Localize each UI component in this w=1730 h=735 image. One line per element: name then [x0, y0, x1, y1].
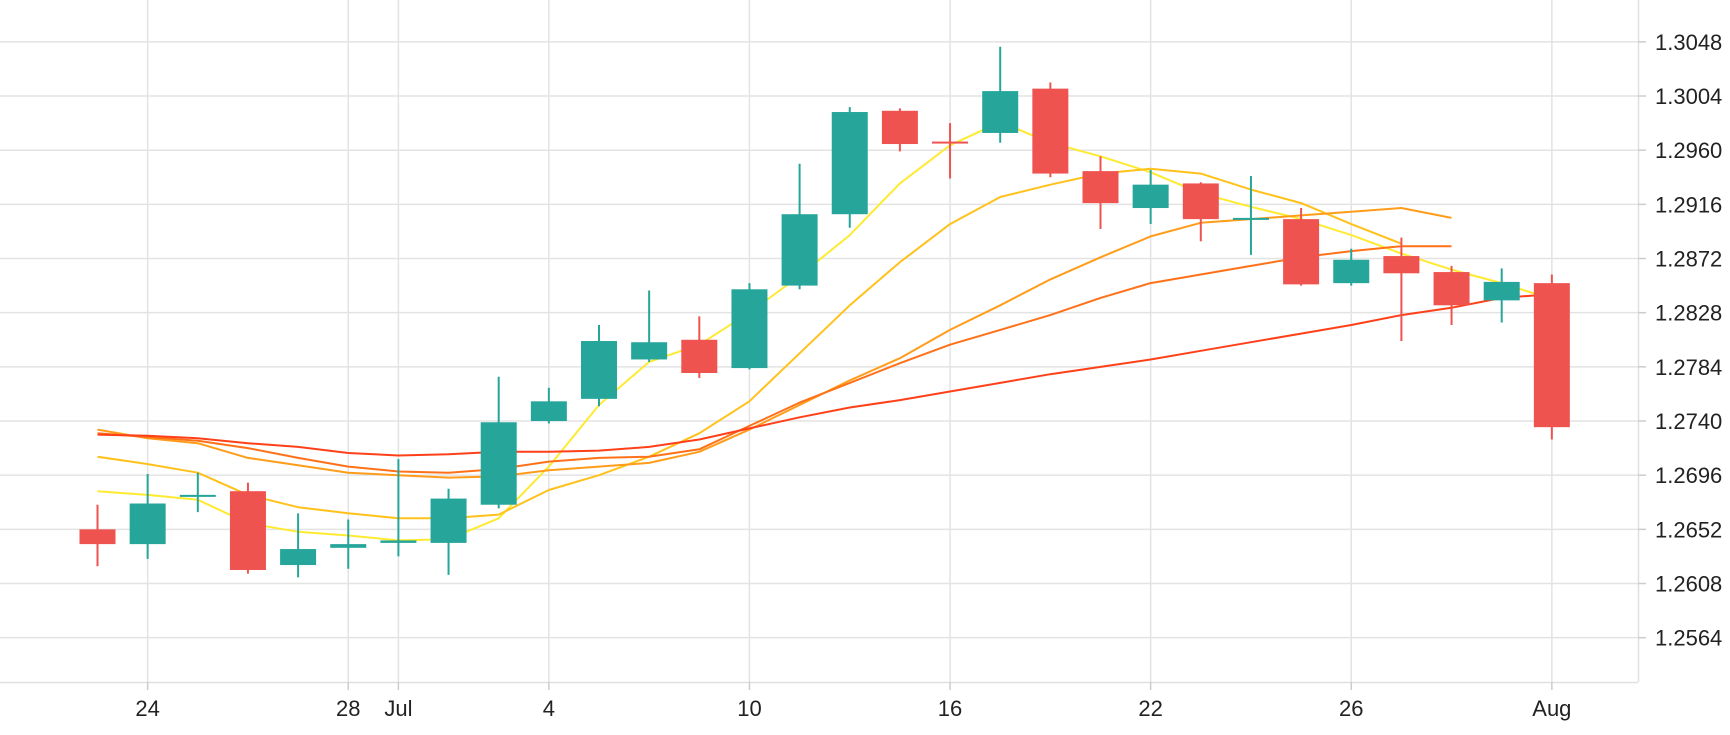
- x-tick-label: 28: [336, 696, 360, 721]
- candle-up: [631, 290, 668, 362]
- candle-up: [530, 387, 567, 424]
- candle-up: [480, 376, 517, 509]
- moving-average-line: [97, 207, 1452, 479]
- candle-down: [79, 504, 116, 567]
- candle-up: [179, 472, 216, 513]
- candle-layer: [79, 46, 1570, 578]
- moving-average-layer: [97, 120, 1553, 542]
- x-tick-label: 26: [1339, 696, 1363, 721]
- y-tick-label: 1.2652: [1655, 517, 1722, 542]
- candle-body: [179, 494, 216, 497]
- candle-body: [1283, 219, 1320, 285]
- candle-up: [781, 163, 818, 290]
- y-tick-label: 1.2784: [1655, 355, 1722, 380]
- y-tick-label: 1.2872: [1655, 247, 1722, 272]
- candle-up: [581, 324, 617, 407]
- x-tick-label: Aug: [1532, 696, 1571, 721]
- candle-down: [229, 482, 266, 574]
- candle-body: [280, 549, 317, 566]
- candle-body: [1082, 171, 1119, 204]
- candle-body: [1483, 281, 1520, 301]
- candle-body: [932, 141, 969, 144]
- moving-average-line: [97, 120, 1553, 542]
- candle-down: [1082, 156, 1119, 229]
- candle-up: [380, 459, 417, 557]
- candle-up: [129, 473, 166, 559]
- candle-up: [280, 513, 317, 578]
- candle-body: [831, 112, 868, 215]
- y-tick-label: 1.3004: [1655, 84, 1722, 109]
- candle-body: [1132, 184, 1169, 209]
- candle-body: [1383, 256, 1420, 274]
- x-axis: 24 28 Jul 4 10 16 22 26 Aug: [135, 682, 1571, 721]
- candle-body: [982, 91, 1019, 133]
- candle-body: [631, 342, 668, 360]
- candle-body: [530, 401, 567, 422]
- y-tick-label: 1.2696: [1655, 463, 1722, 488]
- y-axis: 1.2564 1.2608 1.2652 1.2696 1.2740 1.2784 1.28…: [1638, 30, 1722, 651]
- candle-up: [330, 519, 367, 569]
- x-tick-label: 22: [1138, 696, 1162, 721]
- candle-up: [430, 488, 467, 575]
- x-tick-label: 24: [135, 696, 159, 721]
- x-tick-label: 16: [938, 696, 962, 721]
- candle-up: [1483, 268, 1520, 323]
- candle-up: [1333, 248, 1370, 286]
- candle-body: [1533, 283, 1570, 428]
- candle-body: [229, 491, 266, 570]
- candle-body: [129, 503, 166, 545]
- candle-body: [1232, 217, 1269, 220]
- candle-body: [581, 341, 617, 399]
- candle-up: [1232, 176, 1269, 255]
- candle-body: [1333, 259, 1370, 284]
- candle-body: [480, 422, 517, 505]
- y-tick-label: 1.2564: [1655, 626, 1722, 651]
- candle-body: [681, 339, 718, 374]
- y-tick-label: 1.3048: [1655, 30, 1722, 55]
- x-tick-label: Jul: [384, 696, 412, 721]
- candle-down: [881, 108, 918, 152]
- candle-body: [1182, 183, 1219, 220]
- grid-layer: [0, 0, 1640, 684]
- candle-up: [1132, 169, 1169, 225]
- candle-body: [731, 289, 768, 369]
- moving-average-line: [97, 245, 1452, 474]
- candle-body: [79, 529, 116, 545]
- y-tick-label: 1.2960: [1655, 138, 1722, 163]
- y-tick-label: 1.2828: [1655, 301, 1722, 326]
- y-tick-label: 1.2608: [1655, 572, 1722, 597]
- candle-up: [831, 107, 868, 228]
- moving-average-line: [97, 293, 1552, 457]
- candle-down: [1433, 265, 1470, 325]
- candle-down: [932, 123, 969, 179]
- y-tick-label: 1.2740: [1655, 409, 1722, 434]
- candle-body: [781, 214, 818, 286]
- candle-body: [380, 540, 417, 543]
- candle-down: [681, 316, 718, 378]
- candle-down: [1533, 274, 1570, 440]
- candle-body: [1032, 88, 1069, 174]
- candle-down: [1032, 82, 1069, 178]
- candle-down: [1283, 208, 1320, 286]
- candle-down: [1182, 182, 1219, 242]
- candle-body: [330, 544, 367, 548]
- candle-up: [982, 46, 1019, 143]
- x-tick-label: 4: [543, 696, 555, 721]
- candle-down: [1383, 237, 1420, 341]
- candle-body: [430, 498, 467, 543]
- y-tick-label: 1.2916: [1655, 192, 1722, 217]
- candle-body: [1433, 272, 1470, 306]
- candle-up: [731, 283, 768, 370]
- candle-body: [881, 110, 918, 145]
- moving-average-line: [97, 167, 1402, 520]
- x-tick-label: 10: [737, 696, 761, 721]
